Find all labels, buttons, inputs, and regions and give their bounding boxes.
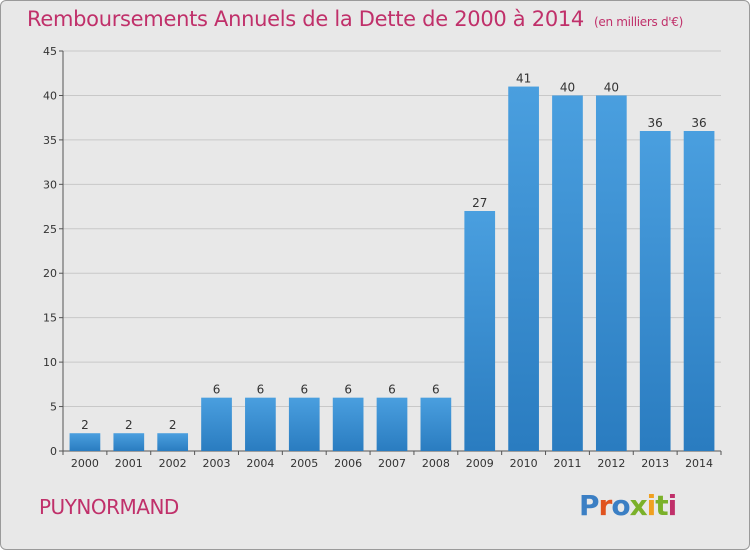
chart-unit-note: (en milliers d'€) bbox=[594, 15, 684, 29]
data-label: 36 bbox=[648, 116, 663, 130]
y-tick-label: 40 bbox=[43, 89, 57, 102]
data-label: 6 bbox=[257, 383, 265, 397]
y-tick-label: 45 bbox=[43, 45, 57, 58]
x-tick-label: 2005 bbox=[290, 457, 318, 470]
bar-2000 bbox=[69, 433, 101, 451]
bar-2007 bbox=[376, 397, 408, 451]
x-tick-label: 2014 bbox=[685, 457, 713, 470]
logo-letter: r bbox=[598, 489, 613, 522]
axes: 0 5 10 15 20 25 30 35 40 45 2000 2001 2002 2003 2004 20… bbox=[43, 45, 722, 470]
chart-title-text: Remboursements Annuels de la Dette de 20… bbox=[27, 7, 584, 31]
bar-2004 bbox=[245, 397, 276, 451]
logo-letter: t bbox=[655, 489, 668, 522]
x-tick-label: 2006 bbox=[334, 457, 362, 470]
x-tick-label: 2013 bbox=[641, 457, 669, 470]
data-label: 6 bbox=[344, 383, 352, 397]
bar-2008 bbox=[420, 397, 452, 451]
logo-letter: x bbox=[629, 489, 648, 522]
y-tick-label: 35 bbox=[43, 134, 57, 147]
y-tick-label: 5 bbox=[50, 401, 57, 414]
data-label: 2 bbox=[125, 418, 133, 432]
bar-2010 bbox=[508, 86, 539, 452]
bar-2013 bbox=[639, 131, 671, 451]
logo-letter: P bbox=[579, 489, 600, 522]
y-tick-label: 25 bbox=[43, 223, 57, 236]
logo-letter: i bbox=[646, 489, 657, 522]
bar-2002 bbox=[157, 433, 189, 451]
x-tick-label: 2010 bbox=[510, 457, 538, 470]
y-tick-label: 15 bbox=[43, 312, 57, 325]
x-tick-label: 2004 bbox=[246, 457, 274, 470]
data-label: 6 bbox=[388, 383, 396, 397]
x-tick-label: 2009 bbox=[466, 457, 494, 470]
proxiti-logo[interactable]: Proxiti bbox=[579, 489, 678, 522]
x-tick-label: 2008 bbox=[422, 457, 450, 470]
x-tick-label: 2002 bbox=[159, 457, 187, 470]
data-labels: 2 2 2 6 6 6 6 6 6 27 41 40 40 36 36 bbox=[81, 72, 707, 433]
y-tick-label: 30 bbox=[43, 178, 57, 191]
x-tick-label: 2000 bbox=[71, 457, 99, 470]
y-tick-label: 10 bbox=[43, 356, 57, 369]
bar-2009 bbox=[464, 211, 496, 451]
bar-2003 bbox=[201, 397, 232, 451]
x-tick-label: 2012 bbox=[597, 457, 625, 470]
x-tick-label: 2001 bbox=[115, 457, 143, 470]
bar-2005 bbox=[288, 397, 320, 451]
x-tick-label: 2003 bbox=[203, 457, 231, 470]
data-label: 2 bbox=[169, 418, 177, 432]
bar-2014 bbox=[683, 131, 715, 451]
data-label: 6 bbox=[300, 383, 308, 397]
bars bbox=[69, 86, 715, 452]
y-tick-label: 20 bbox=[43, 267, 57, 280]
x-tick-label: 2011 bbox=[553, 457, 581, 470]
chart-title: Remboursements Annuels de la Dette de 20… bbox=[27, 7, 683, 31]
data-label: 27 bbox=[472, 196, 487, 210]
bar-2012 bbox=[595, 95, 627, 451]
data-label: 2 bbox=[81, 418, 89, 432]
data-label: 40 bbox=[560, 80, 575, 94]
logo-letter: i bbox=[667, 489, 678, 522]
bar-2011 bbox=[552, 95, 583, 451]
data-label: 36 bbox=[691, 116, 706, 130]
data-label: 40 bbox=[604, 80, 619, 94]
bar-2006 bbox=[332, 397, 364, 451]
data-label: 6 bbox=[213, 383, 221, 397]
logo-letter: o bbox=[611, 489, 630, 522]
bar-2001 bbox=[113, 433, 145, 451]
data-label: 6 bbox=[432, 383, 440, 397]
x-tick-label: 2007 bbox=[378, 457, 406, 470]
data-label: 41 bbox=[516, 72, 531, 86]
commune-name: PUYNORMAND bbox=[39, 495, 179, 519]
y-tick-label: 0 bbox=[50, 445, 57, 458]
